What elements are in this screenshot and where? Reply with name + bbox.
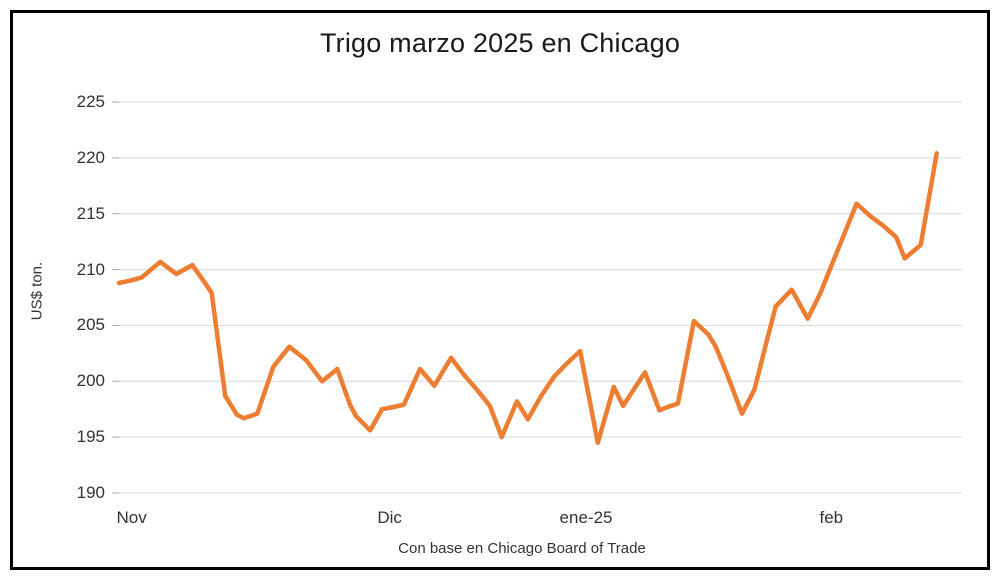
y-tick-label: 205 [76, 315, 105, 335]
x-tick-label: Dic [377, 508, 402, 527]
x-tick-label: feb [819, 508, 844, 527]
chart-title: Trigo marzo 2025 en Chicago [319, 28, 681, 58]
y-tick-label: 215 [76, 203, 105, 223]
y-tick-label: 190 [76, 483, 105, 502]
y-tick-label: 220 [76, 147, 105, 167]
y-axis-title: US$ ton. [28, 261, 46, 321]
axis-caption: Con base en Chicago Board of Trade [398, 540, 646, 557]
x-tick-label: Nov [116, 508, 147, 527]
y-tick-label: 200 [76, 371, 105, 391]
y-tick-label: 195 [76, 427, 105, 447]
y-tick-label: 210 [76, 259, 105, 279]
y-tick-label: 225 [76, 92, 105, 111]
price-line [116, 151, 939, 445]
chart-border-frame [10, 10, 990, 570]
x-tick-label: ene-25 [559, 508, 613, 527]
